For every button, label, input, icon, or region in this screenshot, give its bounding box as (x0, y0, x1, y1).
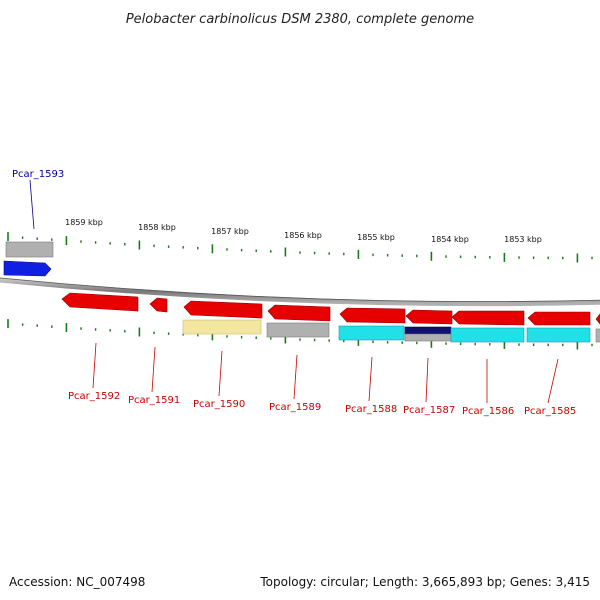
gene-arrow-pcar-1592[interactable] (61, 292, 139, 312)
leader-pcar-1592 (92, 342, 97, 389)
cog-bar-pcar-1586[interactable] (450, 327, 525, 343)
genome-backbone-edge (0, 277, 600, 303)
scale-label-1857: 1857 kbp (211, 227, 249, 236)
scale-label-1853: 1853 kbp (504, 235, 542, 244)
cog-bar-pcar-1590[interactable] (182, 319, 262, 335)
cog-bar-pcar-1588[interactable] (338, 325, 405, 341)
forward-strand (3, 241, 54, 277)
map-title: Pelobacter carbinolicus DSM 2380, comple… (126, 12, 474, 27)
cog-bar-pcar-1589[interactable] (266, 322, 330, 338)
cog-bar-pcar-1587-top[interactable] (404, 326, 452, 335)
scale-label-1856: 1856 kbp (284, 231, 322, 240)
gene-arrow-pcar-1590[interactable] (183, 300, 263, 319)
gene-arrow-pcar-1586[interactable] (451, 310, 525, 326)
cog-bar-pcar-1587-bottom[interactable] (404, 333, 452, 342)
gene-arrow-partial[interactable] (595, 313, 600, 325)
gene-label-pcar-1592[interactable]: Pcar_1592 (68, 391, 120, 402)
reverse-strand (61, 292, 600, 326)
gene-label-pcar-1585[interactable]: Pcar_1585 (524, 406, 576, 417)
cog-bar-partial[interactable] (595, 328, 600, 343)
gene-label-pcar-1587[interactable]: Pcar_1587 (403, 405, 455, 416)
gene-arrow-pcar-1589[interactable] (267, 304, 331, 322)
cog-bar-pcar-1585[interactable] (526, 327, 591, 343)
outer-tick-row (7, 232, 593, 263)
gene-arrow-pcar-1585[interactable] (527, 311, 591, 326)
cog-category-row (182, 319, 600, 343)
gene-label-pcar-1588[interactable]: Pcar_1588 (345, 404, 397, 415)
gene-leader-lines (29, 179, 559, 404)
genome-summary-text: Topology: circular; Length: 3,665,893 bp… (259, 575, 590, 589)
leader-pcar-1589 (293, 354, 298, 400)
genome-backbone (0, 277, 600, 307)
gene-label-pcar-1593[interactable]: Pcar_1593 (12, 169, 64, 180)
gene-label-pcar-1591[interactable]: Pcar_1591 (128, 395, 180, 406)
scale-label-1854: 1854 kbp (431, 235, 469, 244)
leader-pcar-1587 (425, 357, 429, 403)
gene-label-pcar-1590[interactable]: Pcar_1590 (193, 399, 245, 410)
scale-label-1855: 1855 kbp (357, 233, 395, 242)
leader-pcar-1591 (151, 346, 156, 393)
accession-text: Accession: NC_007498 (9, 575, 145, 589)
gene-arrow-pcar-1593[interactable] (3, 260, 52, 277)
gene-labels: Pcar_1593 Pcar_1592 Pcar_1591 Pcar_1590 … (12, 169, 576, 417)
scale-label-1859: 1859 kbp (65, 218, 103, 227)
leader-pcar-1585 (547, 358, 559, 404)
gene-arrow-pcar-1587[interactable] (405, 309, 453, 325)
gene-label-pcar-1586[interactable]: Pcar_1586 (462, 406, 514, 417)
gene-arrow-pcar-1588[interactable] (339, 307, 406, 324)
leader-pcar-1590 (218, 350, 223, 397)
leader-pcar-1593 (29, 179, 35, 230)
cog-bar-pcar-1593[interactable] (5, 241, 54, 258)
scale-labels: 1859 kbp 1858 kbp 1857 kbp 1856 kbp 1855… (65, 218, 542, 244)
gene-arrow-pcar-1591[interactable] (149, 297, 168, 313)
gene-label-pcar-1589[interactable]: Pcar_1589 (269, 402, 321, 413)
leader-pcar-1588 (368, 356, 373, 402)
scale-label-1858: 1858 kbp (138, 223, 176, 232)
